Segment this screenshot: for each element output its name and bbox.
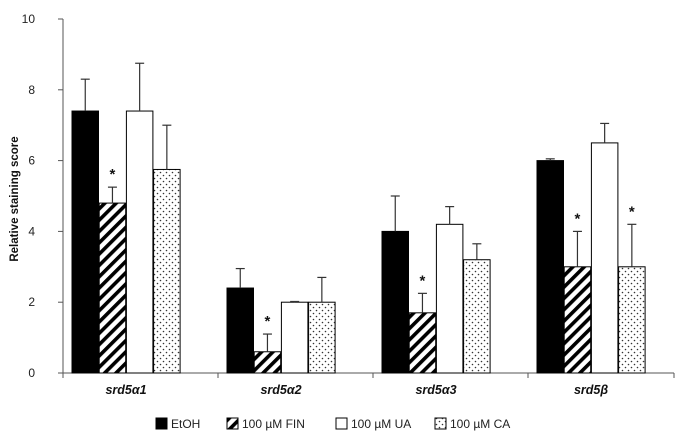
bar — [226, 287, 254, 374]
bar — [463, 259, 491, 374]
category-label: srd5α1 — [105, 383, 146, 397]
significance-marker: * — [110, 166, 116, 183]
significance-marker: * — [629, 203, 635, 220]
bar — [536, 160, 564, 374]
bar — [381, 230, 409, 374]
bar — [563, 266, 592, 374]
bar — [435, 223, 464, 374]
legend-label: EtOH — [171, 417, 200, 431]
y-tick-label: 8 — [28, 83, 35, 97]
legend-label: 100 µM UA — [351, 417, 411, 431]
legend: EtOH 100 µM FIN 100 µM UA 100 µM CA — [155, 417, 510, 431]
bar — [98, 202, 127, 374]
legend-label: 100 µM FIN — [242, 417, 305, 431]
significance-marker: * — [265, 313, 271, 330]
y-axis-label: Relative staining score — [9, 136, 21, 261]
y-tick-label: 10 — [22, 12, 36, 26]
bar — [308, 301, 336, 374]
bar — [153, 168, 181, 374]
legend-swatch — [335, 417, 348, 430]
category-label: srd5α2 — [260, 383, 301, 397]
legend-swatch — [226, 417, 239, 430]
significance-marker: * — [575, 210, 581, 227]
bar — [280, 301, 309, 374]
bar — [408, 312, 437, 374]
bar — [71, 110, 99, 374]
y-tick-label: 6 — [28, 154, 35, 168]
legend-swatch — [434, 417, 447, 430]
bar — [125, 110, 154, 374]
bar — [253, 351, 282, 374]
legend-swatch — [155, 417, 168, 430]
y-tick-label: 0 — [28, 366, 35, 380]
bar — [618, 266, 646, 374]
category-label: srd5β — [574, 383, 608, 397]
category-label: srd5α3 — [415, 383, 456, 397]
legend-label: 100 µM CA — [450, 417, 510, 431]
y-tick-label: 2 — [28, 295, 35, 309]
significance-marker: * — [420, 272, 426, 289]
y-tick-label: 4 — [28, 224, 35, 238]
bar — [590, 142, 619, 374]
